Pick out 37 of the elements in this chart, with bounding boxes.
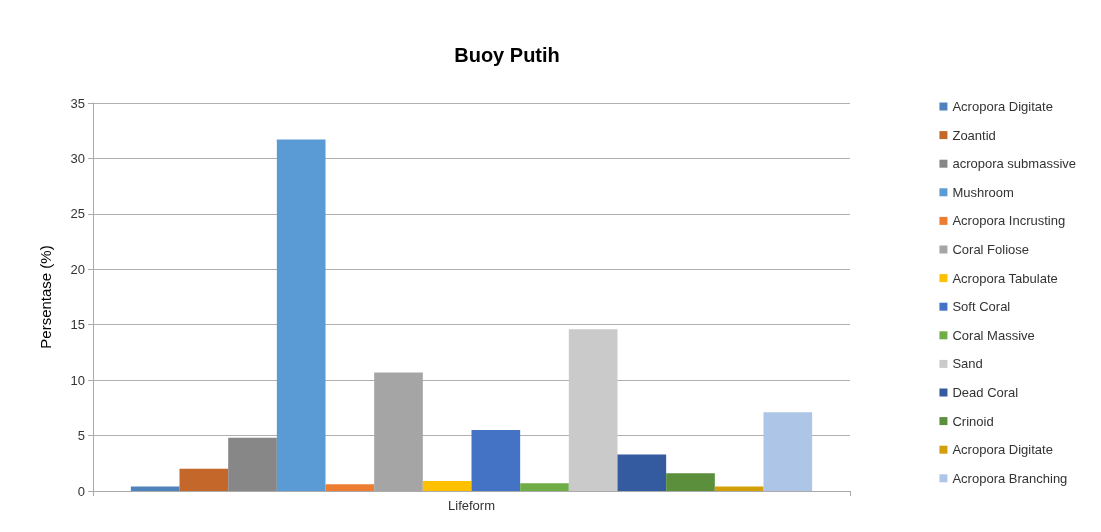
legend-label: acropora submassive [952, 156, 1077, 172]
y-tick-label: 0 [77, 483, 85, 499]
y-tick-label: 5 [77, 428, 85, 444]
bar [228, 437, 277, 491]
legend-label: Sand [952, 356, 983, 372]
y-tick-label: 20 [70, 261, 85, 277]
bar [325, 484, 375, 491]
x-tick-label: Lifeform [448, 498, 495, 513]
legend-label: Soft Coral [952, 299, 1011, 315]
bar [179, 468, 229, 491]
bar [130, 486, 180, 491]
legend-label: Coral Foliose [952, 242, 1030, 257]
legend-label: Acropora Incrusting [952, 213, 1066, 229]
legend-label: Acropora Digitate [952, 442, 1053, 458]
legend-label: Dead Coral [952, 385, 1019, 400]
bar [763, 412, 813, 491]
legend-label: Acropora Tabulate [952, 270, 1058, 286]
bar [276, 139, 326, 491]
y-tick-label: 15 [70, 317, 85, 333]
bar [666, 473, 715, 491]
y-tick-label: 25 [70, 206, 85, 222]
bar [520, 483, 569, 491]
y-tick-label: 10 [70, 372, 85, 388]
y-tick-label: 30 [70, 150, 85, 166]
legend-label: Acropora Digitate [952, 99, 1053, 114]
legend-label: Crinoid [952, 413, 994, 429]
legend-label: Coral Massive [952, 327, 1035, 343]
bar [422, 481, 472, 491]
legend-label: Acropora Branching [952, 470, 1068, 486]
legend-label: Zoantid [952, 127, 996, 143]
bar [568, 329, 618, 491]
y-tick-label: 35 [70, 95, 85, 111]
bar [617, 454, 667, 491]
bar [471, 430, 521, 491]
legend-label: Mushroom [952, 184, 1014, 200]
y-axis-title: Persentase (%) [37, 245, 54, 349]
chart-title: Buoy Putih [454, 44, 560, 66]
